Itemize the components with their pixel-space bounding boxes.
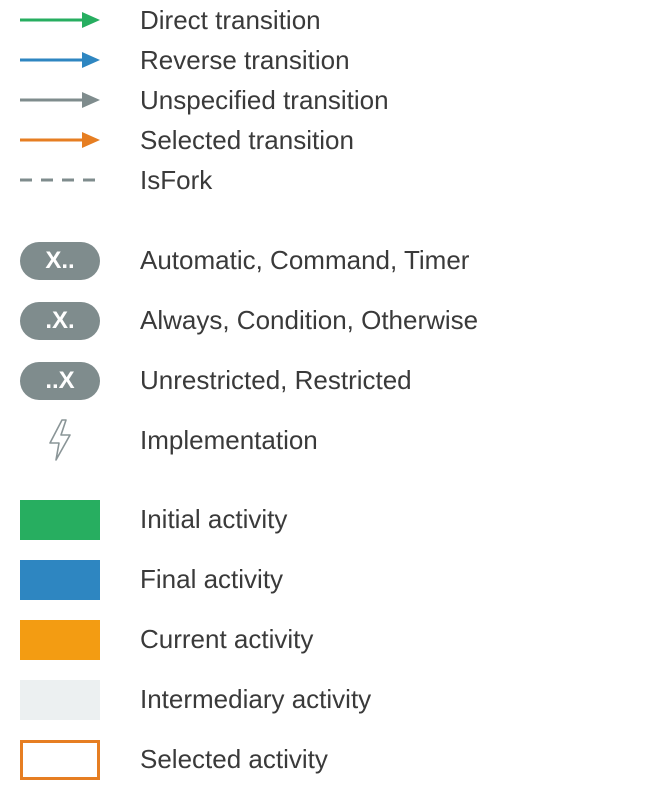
restriction-badge-label: Unrestricted, Restricted [140, 365, 412, 395]
legend-unspecified-transition: Unspecified transition [0, 85, 660, 115]
intermediary-activity-label: Intermediary activity [140, 684, 372, 714]
unspecified-transition-label: Unspecified transition [140, 85, 389, 115]
restriction-badge: ..X [20, 362, 100, 400]
legend-initial-activity: Initial activity [0, 500, 660, 540]
current-activity-label: Current activity [140, 624, 314, 654]
legend-selected-transition: Selected transition [0, 125, 660, 155]
selected-activity-label: Selected activity [140, 744, 328, 774]
legend-selected-activity: Selected activity [0, 740, 660, 780]
lightning-icon [49, 419, 71, 461]
initial-activity-label: Initial activity [140, 504, 288, 534]
initial-activity-swatch [20, 500, 100, 540]
legend-isfork: IsFork [0, 165, 660, 195]
legend-final-activity: Final activity [0, 560, 660, 600]
intermediary-activity-swatch [20, 680, 100, 720]
legend-intermediary-activity: Intermediary activity [0, 680, 660, 720]
direct-transition-label: Direct transition [140, 5, 321, 35]
legend-current-activity: Current activity [0, 620, 660, 660]
legend-badge-condition: .X. Always, Condition, Otherwise [0, 301, 660, 341]
reverse-transition-arrow [20, 52, 100, 68]
legend-badge-restriction: ..X Unrestricted, Restricted [0, 361, 660, 401]
legend-reverse-transition: Reverse transition [0, 45, 660, 75]
trigger-badge: X.. [20, 242, 100, 280]
selected-transition-label: Selected transition [140, 125, 354, 155]
unspecified-transition-arrow [20, 92, 100, 108]
selected-transition-arrow [20, 132, 100, 148]
current-activity-swatch [20, 620, 100, 660]
isfork-dashed-line [20, 178, 100, 182]
isfork-label: IsFork [140, 165, 213, 195]
condition-badge-label: Always, Condition, Otherwise [140, 305, 479, 335]
legend-badge-trigger: X.. Automatic, Command, Timer [0, 241, 660, 281]
condition-badge: .X. [20, 302, 100, 340]
legend-implementation: Implementation [0, 416, 660, 466]
implementation-label: Implementation [140, 425, 318, 455]
final-activity-swatch [20, 560, 100, 600]
selected-activity-swatch [20, 740, 100, 780]
reverse-transition-label: Reverse transition [140, 45, 350, 75]
final-activity-label: Final activity [140, 564, 284, 594]
trigger-badge-label: Automatic, Command, Timer [140, 245, 470, 275]
legend-direct-transition: Direct transition [0, 5, 660, 35]
direct-transition-arrow [20, 12, 100, 28]
